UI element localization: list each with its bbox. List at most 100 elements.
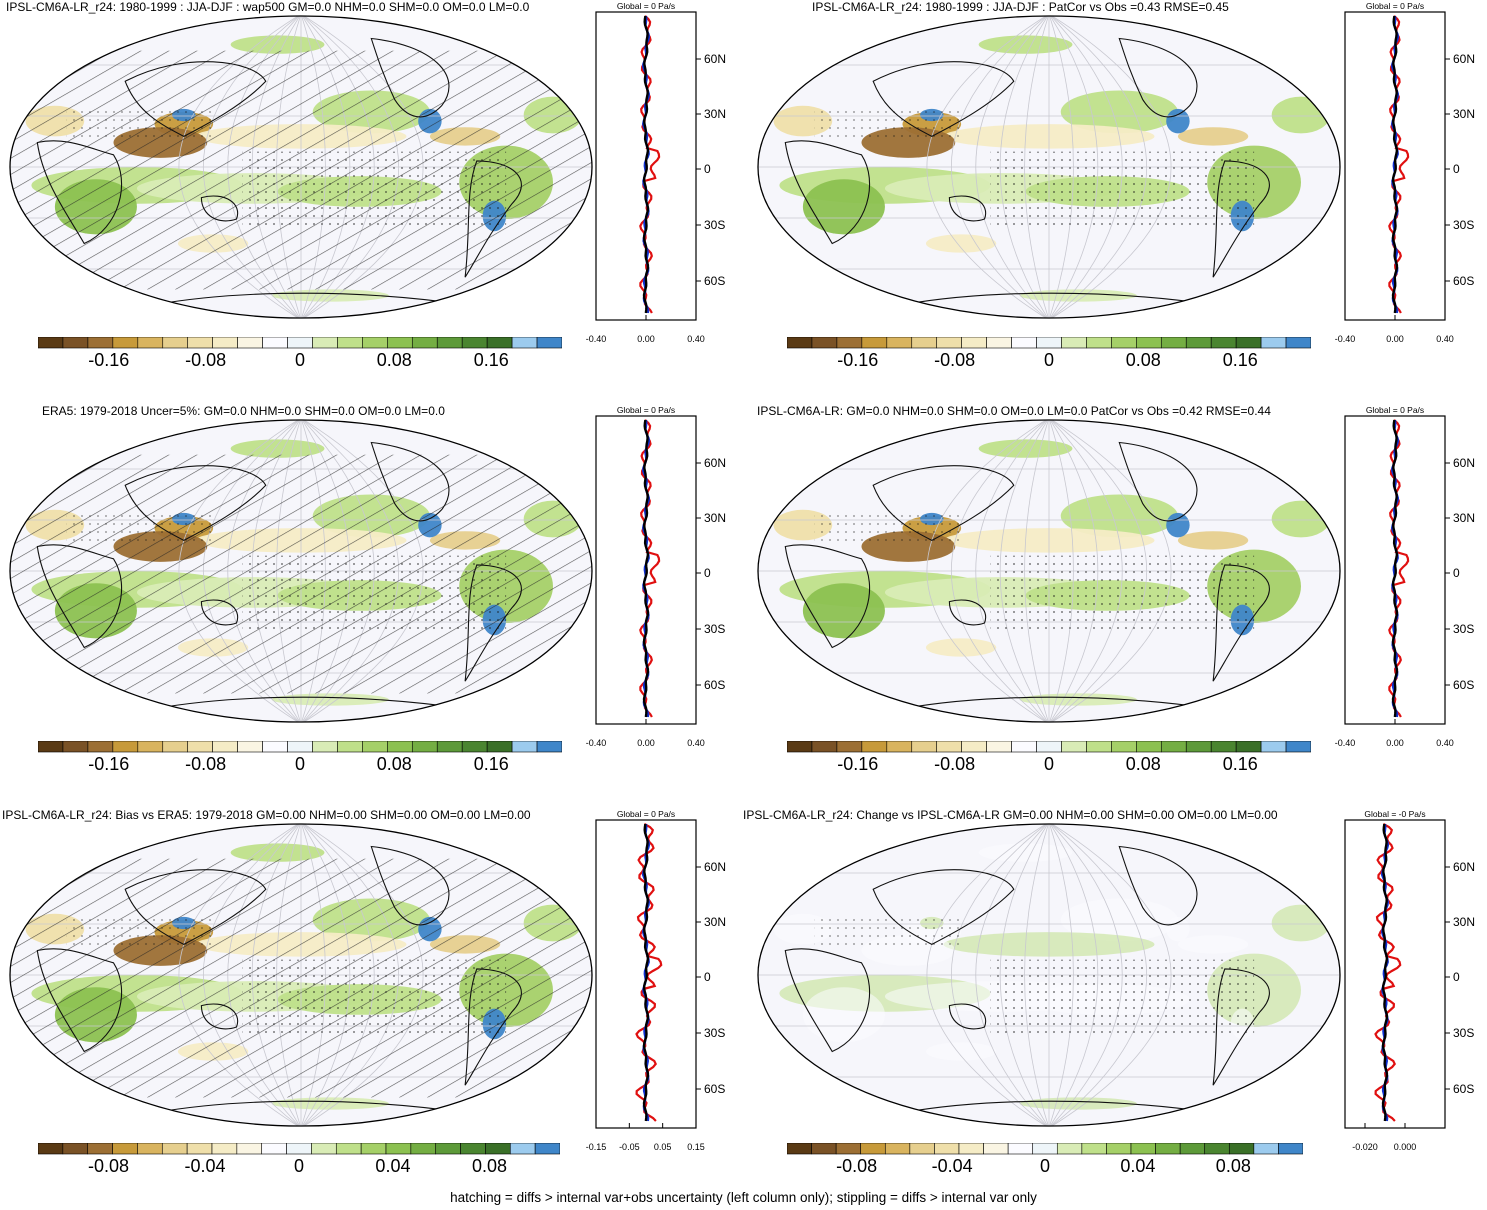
colorbar-tick-label: -0.16 <box>88 754 130 774</box>
profile-tick-label: 0.40 <box>1436 334 1454 344</box>
latitude-tick-label: 60S <box>1453 274 1474 288</box>
profile-tick-label: 0.00 <box>1386 334 1404 344</box>
colorbar-tick-label: -0.04 <box>184 1156 226 1176</box>
colorbar <box>38 741 562 753</box>
latitude-tick-label: 60S <box>1453 678 1474 692</box>
zonal-mean-profile: Global = 0 Pa/s 60N 30N 0 30S 60S -0.15 -0.05 0.… <box>586 809 726 1152</box>
latitude-tick-label: 30S <box>704 218 725 232</box>
global-mean-label: Global = 0 Pa/s <box>1366 405 1424 415</box>
panel-title: IPSL-CM6A-LR_r24: Change vs IPSL-CM6A-LR… <box>743 808 1278 822</box>
colorbar <box>787 337 1311 349</box>
latitude-tick-label: 60N <box>704 52 726 66</box>
zonal-mean-profile: Global = 0 Pa/s 60N 30N 0 30S 60S -0.40 0.00 0.4… <box>586 405 726 748</box>
global-mean-label: Global = 0 Pa/s <box>1366 1 1424 11</box>
colorbar <box>787 1143 1303 1155</box>
latitude-tick-label: 60N <box>1453 860 1475 874</box>
latitude-tick-label: 60S <box>704 274 725 288</box>
profile-tick-label: 0.00 <box>1386 738 1404 748</box>
latitude-tick-label: 0 <box>704 162 711 176</box>
profile-tick-label: 0.000 <box>1394 1142 1417 1152</box>
zonal-mean-profile: Global = 0 Pa/s 60N 30N 0 30S 60S -0.40 0.00 0.4… <box>1335 1 1475 344</box>
colorbar-tick-label: -0.08 <box>934 350 976 370</box>
global-mean-label: Global = 0 Pa/s <box>617 405 675 415</box>
profile-tick-label: -0.40 <box>1335 738 1356 748</box>
latitude-tick-label: 30N <box>1453 915 1475 929</box>
colorbar-tick-label: -0.08 <box>836 1156 878 1176</box>
profile-tick-label: 0.00 <box>637 334 655 344</box>
global-mean-label: Global = 0 Pa/s <box>617 1 675 11</box>
latitude-tick-label: 60N <box>1453 52 1475 66</box>
panel-title: IPSL-CM6A-LR_r24: 1980-1999 : JJA-DJF : … <box>6 0 530 14</box>
latitude-tick-label: 60S <box>704 678 725 692</box>
panel-title: ERA5: 1979-2018 Uncer=5%: GM=0.0 NHM=0.0… <box>42 404 445 418</box>
colorbar-tick-label: 0 <box>294 754 306 774</box>
colorbar-tick-label: -0.08 <box>934 754 976 774</box>
world-map <box>9 15 593 319</box>
latitude-tick-label: 30N <box>704 915 726 929</box>
profile-tick-label: 0.40 <box>1436 738 1454 748</box>
world-map <box>757 15 1341 319</box>
global-mean-label: Global = -0 Pa/s <box>1364 809 1425 819</box>
zonal-mean-profile: Global = 0 Pa/s 60N 30N 0 30S 60S -0.40 0.00 0.4… <box>1335 405 1475 748</box>
profile-tick-label: -0.40 <box>586 334 607 344</box>
colorbar-tick-label: 0.08 <box>1125 754 1161 774</box>
profile-tick-label: -0.40 <box>586 738 607 748</box>
latitude-tick-label: 0 <box>704 566 711 580</box>
latitude-tick-label: 30S <box>1453 1026 1474 1040</box>
latitude-tick-label: 60N <box>1453 456 1475 470</box>
latitude-tick-label: 60S <box>1453 1082 1474 1096</box>
colorbar-tick-label: 0 <box>1043 350 1055 370</box>
profile-tick-label: -0.15 <box>586 1142 607 1152</box>
latitude-tick-label: 30N <box>704 511 726 525</box>
latitude-tick-label: 60S <box>704 1082 725 1096</box>
colorbar-tick-label: 0.08 <box>1215 1156 1251 1176</box>
latitude-tick-label: 30S <box>704 1026 725 1040</box>
colorbar-tick-label: 0.04 <box>375 1156 411 1176</box>
colorbar-tick-label: -0.08 <box>87 1156 129 1176</box>
colorbar-tick-label: 0.16 <box>473 350 509 370</box>
colorbar-tick-label: 0.08 <box>1125 350 1161 370</box>
colorbar-tick-label: -0.16 <box>837 350 879 370</box>
world-map <box>9 823 593 1127</box>
profile-tick-label: 0.40 <box>687 738 705 748</box>
colorbar-tick-label: -0.16 <box>88 350 130 370</box>
colorbar-tick-label: 0.16 <box>1222 350 1258 370</box>
latitude-tick-label: 30N <box>1453 511 1475 525</box>
colorbar <box>38 337 562 349</box>
zonal-mean-profile: Global = 0 Pa/s 60N 30N 0 30S 60S -0.40 0.00 0.4… <box>586 1 726 344</box>
footer-note: hatching = diffs > internal var+obs unce… <box>450 1190 1037 1205</box>
profile-tick-label: -0.020 <box>1352 1142 1378 1152</box>
colorbar-tick-label: 0 <box>294 350 306 370</box>
colorbar-tick-label: 0.08 <box>376 350 412 370</box>
profile-tick-label: 0.15 <box>687 1142 705 1152</box>
latitude-tick-label: 30S <box>1453 218 1474 232</box>
latitude-tick-label: 30N <box>704 107 726 121</box>
colorbar-tick-label: 0 <box>1043 754 1055 774</box>
colorbar-tick-label: -0.08 <box>185 754 227 774</box>
panel-title: IPSL-CM6A-LR_r24: Bias vs ERA5: 1979-201… <box>2 808 531 822</box>
latitude-tick-label: 60N <box>704 456 726 470</box>
profile-tick-label: 0.40 <box>687 334 705 344</box>
colorbar <box>38 1143 560 1155</box>
latitude-tick-label: 30S <box>704 622 725 636</box>
colorbar-tick-label: 0 <box>293 1156 305 1176</box>
colorbar-tick-label: 0 <box>1039 1156 1051 1176</box>
latitude-tick-label: 0 <box>704 970 711 984</box>
panel-title: IPSL-CM6A-LR: GM=0.0 NHM=0.0 SHM=0.0 OM=… <box>757 404 1271 418</box>
colorbar-tick-label: 0.04 <box>1120 1156 1156 1176</box>
world-map <box>9 419 593 723</box>
latitude-tick-label: 0 <box>1453 970 1460 984</box>
colorbar-tick-label: 0.08 <box>471 1156 508 1176</box>
world-map <box>757 823 1341 1127</box>
profile-tick-label: -0.05 <box>619 1142 640 1152</box>
colorbar-tick-label: 0.16 <box>1222 754 1258 774</box>
world-map <box>757 419 1341 723</box>
colorbar-tick-label: -0.08 <box>185 350 227 370</box>
latitude-tick-label: 30N <box>1453 107 1475 121</box>
global-mean-label: Global = 0 Pa/s <box>617 809 675 819</box>
panel-title: IPSL-CM6A-LR_r24: 1980-1999 : JJA-DJF : … <box>812 0 1229 14</box>
latitude-tick-label: 60N <box>704 860 726 874</box>
latitude-tick-label: 30S <box>1453 622 1474 636</box>
profile-tick-label: -0.40 <box>1335 334 1356 344</box>
colorbar-tick-label: 0.08 <box>376 754 412 774</box>
